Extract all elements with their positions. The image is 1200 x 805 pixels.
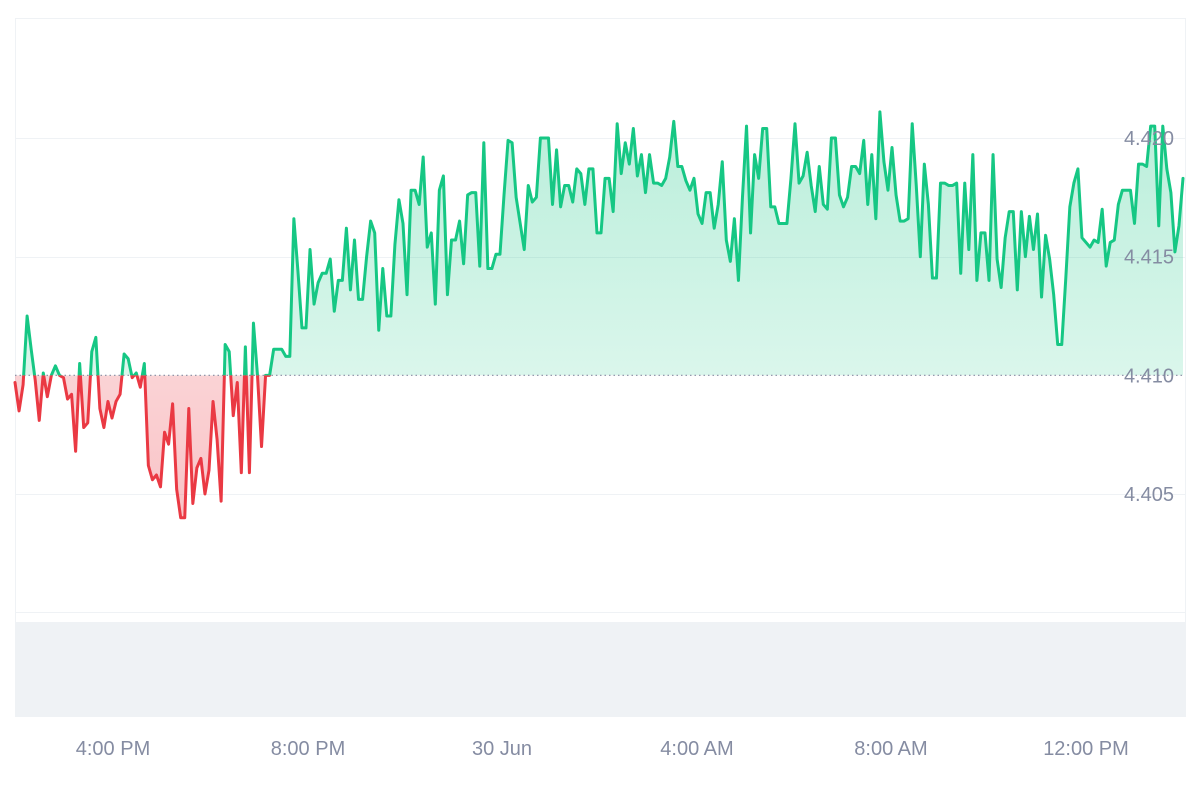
volume-bars: [15, 622, 1185, 716]
x-tick-label: 12:00 PM: [1043, 738, 1129, 760]
x-axis-ticks: 4:00 PM 8:00 PM 30 Jun 4:00 AM 8:00 AM 12:00 …: [76, 738, 1129, 760]
y-tick-label: 4.420: [1124, 128, 1174, 150]
x-tick-label: 4:00 PM: [76, 738, 150, 760]
volume-area: [15, 622, 1185, 716]
x-tick-label: 4:00 AM: [660, 738, 733, 760]
y-tick-label: 4.415: [1124, 247, 1174, 269]
x-tick-label: 8:00 AM: [854, 738, 927, 760]
x-tick-label: 30 Jun: [472, 738, 532, 760]
y-tick-label: 4.405: [1124, 484, 1174, 506]
x-tick-label: 8:00 PM: [271, 738, 345, 760]
y-tick-label: 4.410: [1124, 365, 1174, 387]
